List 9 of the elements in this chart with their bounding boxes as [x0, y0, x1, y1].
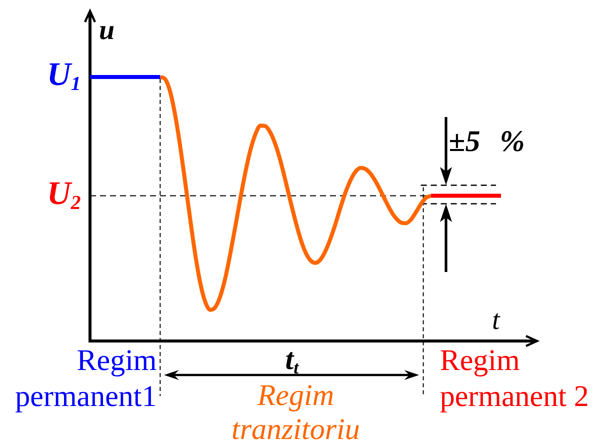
annotation: ±5 %	[448, 125, 525, 158]
text: Regim permanent 2	[440, 342, 589, 415]
text: U$_{1}$	[47, 57, 81, 96]
ref-line-label: U$_{2}$	[47, 176, 81, 214]
y-axis-title: u	[99, 14, 115, 46]
text: Regim tranzitoriu	[232, 378, 360, 445]
text: t$_{t}$	[285, 342, 299, 378]
text: Regim permanent1	[15, 342, 157, 415]
x-axis-title: t	[492, 304, 500, 336]
